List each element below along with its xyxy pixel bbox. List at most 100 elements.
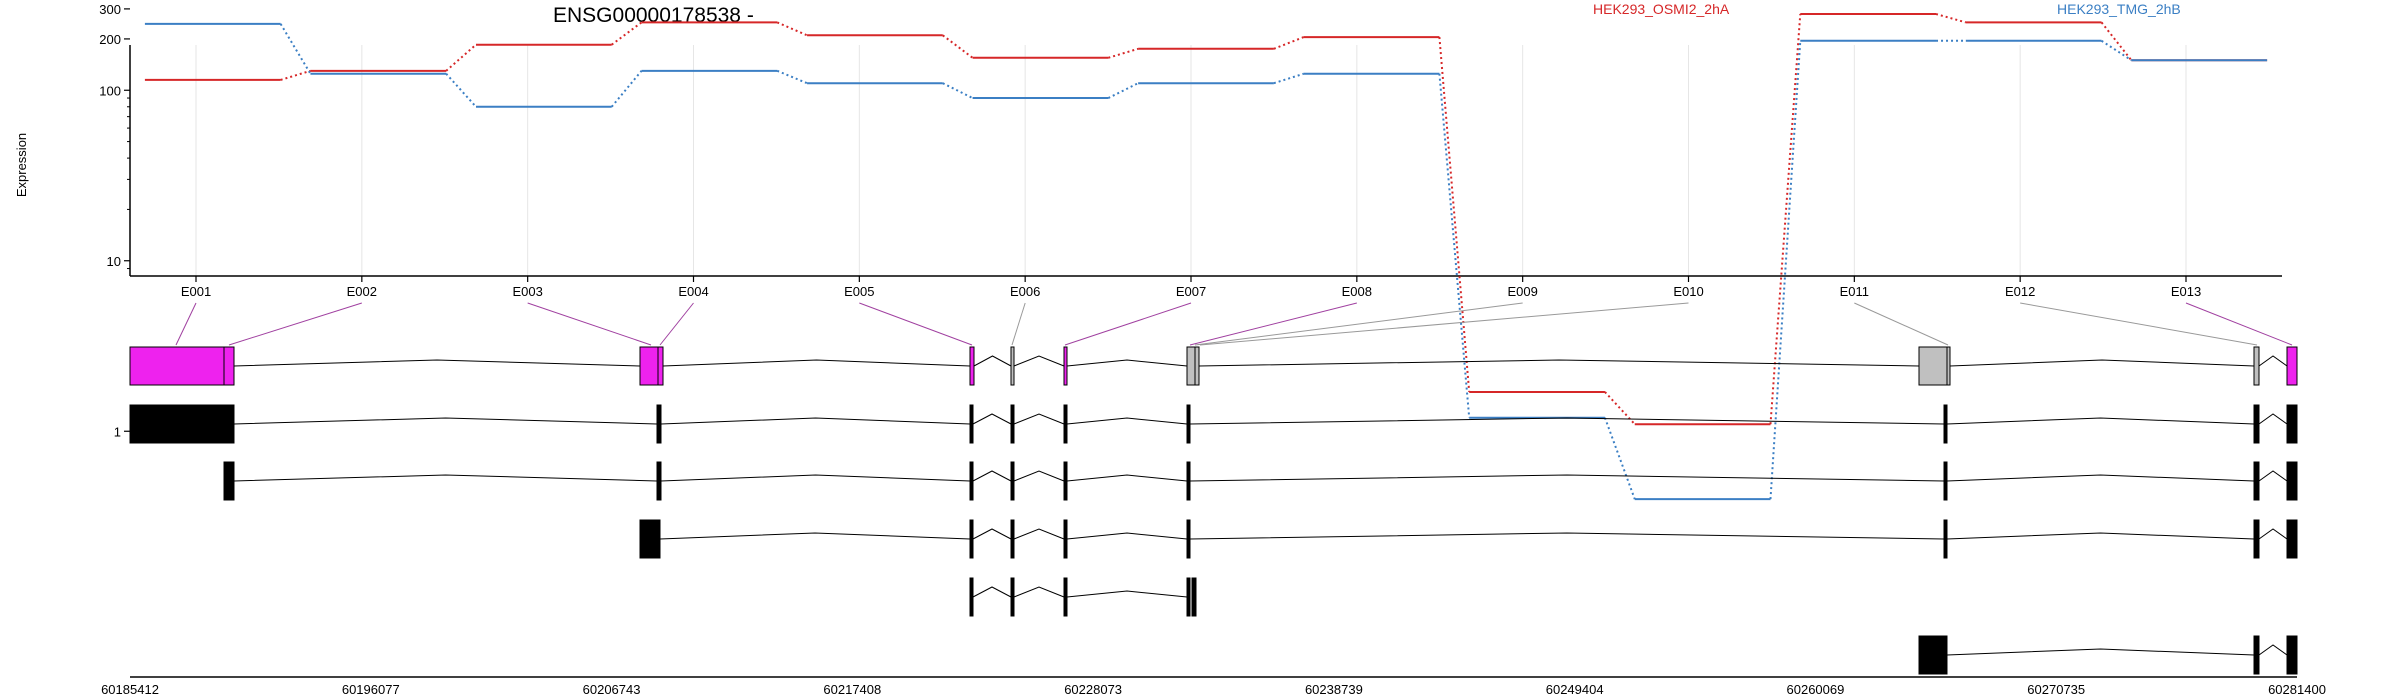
series-transition [776, 21, 808, 37]
y-tick-label: 300 [99, 2, 121, 17]
genomic-tick-label: 60260069 [1787, 682, 1845, 697]
exon-block [1010, 461, 1015, 501]
genomic-tick-label: 60196077 [342, 682, 400, 697]
exon-connector [1199, 302, 1689, 346]
chart-title: ENSG00000178538 - [553, 4, 754, 27]
x-tick-label: E010 [1673, 284, 1703, 299]
exon-block [1943, 461, 1948, 501]
intron-line [1946, 648, 2255, 656]
transcript-track [129, 404, 2298, 444]
series-transition [279, 23, 312, 75]
intron-line [1949, 359, 2255, 367]
exon-block [1918, 635, 1948, 675]
transcript-track [1918, 635, 2298, 675]
exon-block [2253, 346, 2260, 386]
series-transition [611, 21, 643, 46]
exon-block [1191, 577, 1197, 617]
exon-block [1946, 346, 1951, 386]
series-transition [280, 69, 311, 81]
intron-line [972, 413, 1012, 425]
exon-connector [1189, 302, 1357, 346]
intron-line [973, 355, 1012, 367]
intron-line [1013, 586, 1065, 598]
exon-block [1194, 346, 1200, 386]
exon-connector [2185, 302, 2293, 346]
x-tick-label: E003 [512, 284, 542, 299]
exon-block [1186, 404, 1191, 444]
series-transition [1438, 73, 1471, 418]
intron-line [1189, 474, 1945, 482]
exon-connector [859, 302, 973, 346]
series-transition [1273, 36, 1305, 50]
series-transition [1108, 47, 1139, 59]
intron-line [1013, 528, 1065, 540]
exon-connectors [175, 302, 2293, 346]
exon-block [1943, 519, 1948, 559]
exon-block [2286, 346, 2298, 386]
genomic-tick-label: 60249404 [1546, 682, 1604, 697]
exon-connector [228, 302, 362, 346]
series-transition [1273, 72, 1304, 85]
exon-block [223, 461, 235, 501]
genomic-tick-label: 60185412 [101, 682, 159, 697]
transcript-tracks [129, 346, 2298, 675]
intron-line [1013, 470, 1065, 482]
series-transition [776, 69, 808, 85]
exon-block [969, 461, 974, 501]
exon-block [1010, 346, 1015, 386]
exon-block [129, 404, 235, 444]
genomic-tick-label: 60281400 [2268, 682, 2326, 697]
intron-line [1013, 355, 1065, 367]
exon-block [2253, 461, 2260, 501]
series-transition [445, 43, 477, 72]
y-tick-label: 10 [107, 254, 121, 269]
exon-block [1063, 577, 1068, 617]
genomic-tick-label: 60238739 [1305, 682, 1363, 697]
intron-line [1189, 417, 1945, 425]
exon-block [969, 346, 975, 386]
exon-block [1186, 346, 1196, 386]
exon-connector [1011, 302, 1026, 346]
exon-block [2286, 635, 2298, 675]
x-tick-label: E009 [1507, 284, 1537, 299]
transcript-track [969, 577, 1197, 617]
exon-connector [527, 302, 652, 346]
exon-block [1010, 404, 1015, 444]
intron-line [233, 417, 658, 425]
series-2 [144, 22, 2268, 501]
exon-block [1063, 519, 1068, 559]
x-tick-label: E013 [2171, 284, 2201, 299]
intron-line [1198, 359, 1920, 367]
exon-block [969, 577, 974, 617]
exon-block [1063, 461, 1068, 501]
exon-block [656, 404, 662, 444]
series-transition [1769, 40, 1802, 500]
intron-line [1013, 413, 1065, 425]
intron-line [1946, 474, 2255, 482]
exon-block [1010, 519, 1015, 559]
x-tick-label: E011 [1840, 284, 1869, 299]
genomic-tick-label: 60270735 [2027, 682, 2085, 697]
intron-line [2258, 355, 2288, 367]
intron-line [1946, 532, 2255, 540]
exon-block [2286, 461, 2298, 501]
series-transition [2100, 21, 2133, 61]
exon-block [2253, 519, 2260, 559]
x-tick-label: E004 [678, 284, 708, 299]
exon-connector [1854, 302, 1949, 346]
exon-block [2286, 404, 2298, 444]
exon-block [2286, 519, 2298, 559]
exon-block [223, 346, 235, 386]
y-axis: 1 10 100 200 300 [99, 2, 131, 439]
intron-line [1066, 532, 1188, 540]
x-axis: E001 E002 E003 E004 E005 E006 E007 E008 E009 E010… [130, 275, 2282, 299]
intron-line [1066, 474, 1188, 482]
legend-series-1: HEK293_OSMI2_2hA [1593, 1, 1730, 17]
x-tick-label: E002 [347, 284, 377, 299]
series-transition [1604, 417, 1636, 500]
exon-block [2253, 635, 2260, 675]
series-transition [942, 34, 974, 59]
exon-block [1918, 346, 1948, 386]
exon-block [1186, 461, 1191, 501]
